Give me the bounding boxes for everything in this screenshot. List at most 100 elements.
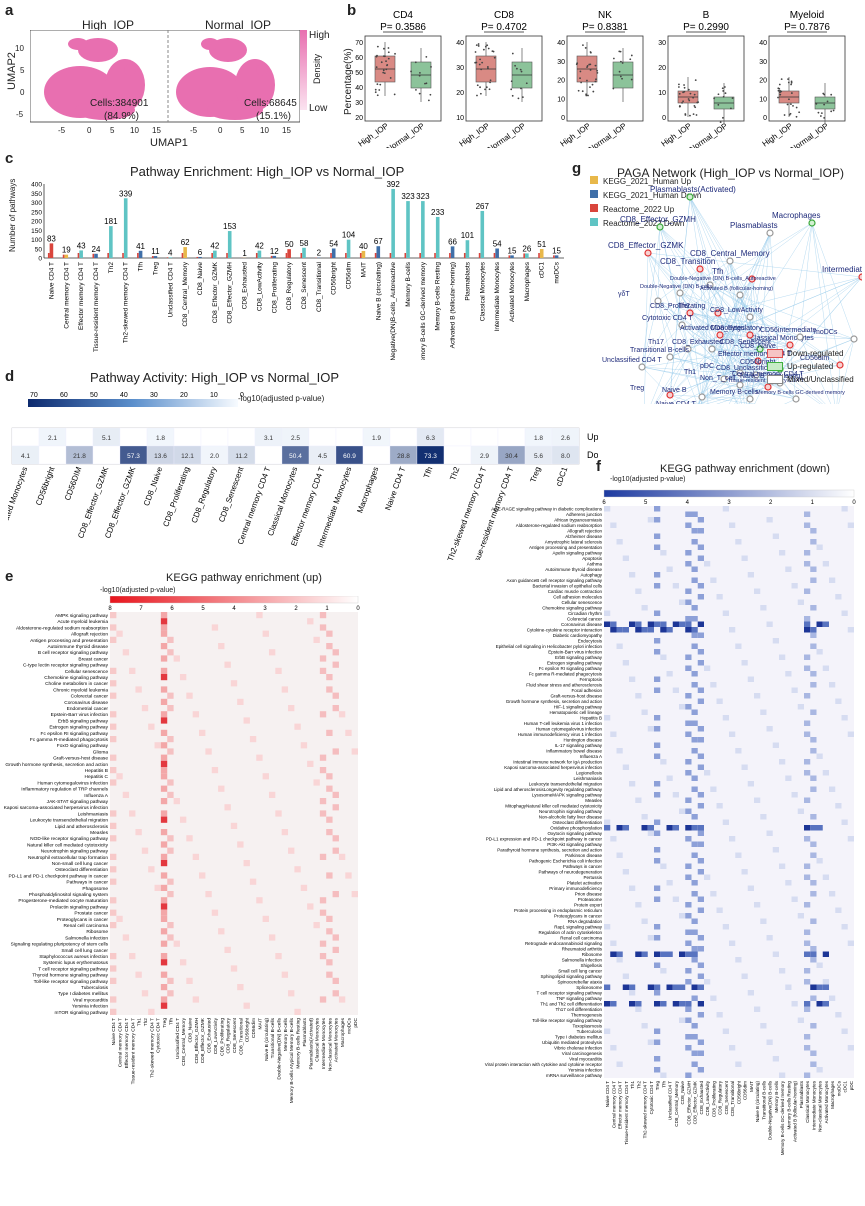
- kegg-down-cell: [697, 687, 704, 693]
- kegg-up-cell: [237, 984, 244, 991]
- kegg-down-cell: [841, 1028, 848, 1034]
- kegg-down-cell: [654, 544, 661, 550]
- kegg-down-row-label: Hepatitis B: [580, 716, 602, 721]
- kegg-down-cell: [616, 1061, 623, 1067]
- kegg-up-cell: [167, 878, 174, 885]
- kegg-down-cell: [629, 621, 636, 627]
- kegg-down-cell: [810, 682, 817, 688]
- kegg-down-cell: [622, 627, 629, 633]
- kegg-down-cell: [654, 506, 661, 512]
- kegg-down-row-label: Focal adhesion: [571, 688, 602, 693]
- kegg-up-cell: [205, 891, 212, 898]
- bar-ytick: 50: [35, 246, 43, 253]
- kegg-up-cell: [160, 953, 168, 960]
- paga-svg: Plasmablasts(Activated)CD8_Effector_GZMH…: [602, 185, 862, 404]
- kegg-up-cell: [288, 990, 295, 997]
- kegg-up-cell: [192, 996, 200, 1003]
- kegg-up-column-label: CD56dim: [251, 1018, 257, 1038]
- kegg-down-cell: [604, 1028, 611, 1034]
- kegg-down-cell: [810, 627, 817, 633]
- kegg-down-row-label: HIF-1 signaling pathway: [554, 705, 603, 710]
- bar: [49, 243, 54, 258]
- paga-edge: [669, 348, 713, 396]
- kegg-up-cell: [167, 934, 174, 941]
- paga-node-dot: [666, 391, 674, 399]
- kegg-down-cell: [810, 880, 817, 886]
- kegg-up-cell: [256, 897, 263, 904]
- kegg-down-cell: [697, 803, 704, 809]
- kegg-down-cell: [810, 643, 817, 649]
- bar-category-label: Central memory CD4 T: [63, 262, 70, 329]
- kegg-down-row-label: Asthma: [587, 562, 603, 567]
- data-point: [383, 55, 386, 58]
- kegg-down-cell: [804, 550, 811, 556]
- data-point: [485, 86, 488, 89]
- paga-edge: [654, 348, 689, 404]
- data-point: [582, 44, 584, 47]
- boxplot-ytick: 20: [759, 78, 767, 85]
- kegg-down-cell: [822, 770, 829, 776]
- boxplot-title: B: [703, 10, 710, 21]
- kegg-down-cell: [835, 803, 842, 809]
- paga-edge: [779, 368, 823, 404]
- kegg-down-cell: [654, 792, 661, 798]
- heatmap-column-label: Treg: [528, 466, 542, 484]
- legend-item: Reactome_2022 Down: [590, 217, 701, 231]
- paga-node-dot: [678, 321, 686, 329]
- boxplot-group-label: High_IOP: [357, 121, 391, 148]
- kegg-up-cell: [326, 959, 333, 966]
- kegg-up-cell: [319, 897, 327, 904]
- kegg-down-cell: [791, 896, 798, 902]
- kegg-up-row-label: Leukocyte transendothelial migration: [30, 818, 108, 824]
- kegg-up-cell: [167, 705, 174, 712]
- kegg-down-cell: [716, 698, 723, 704]
- kegg-up-cell: [332, 977, 339, 984]
- kegg-up-cell: [160, 754, 168, 761]
- kegg-down-row-label: IL-17 signaling pathway: [555, 743, 603, 748]
- kegg-up-cell: [300, 742, 308, 749]
- paga-edge: [749, 316, 759, 362]
- kegg-up-cell: [167, 791, 174, 798]
- boxplot-pvalue: P= 0.7876: [784, 22, 830, 33]
- kegg-down-cell: [735, 539, 742, 545]
- data-point: [393, 93, 396, 96]
- kegg-up-row-label: Fc epsilon RI signaling pathway: [41, 731, 109, 737]
- data-point: [520, 70, 523, 73]
- data-point: [677, 86, 680, 88]
- kegg-down-column-label: Cytotoxic CD4 T: [649, 1081, 654, 1115]
- kegg-up-cell: [116, 915, 123, 922]
- kegg-up-cell: [332, 835, 339, 842]
- kegg-up-cell: [135, 829, 142, 836]
- bar-data-label: 267: [476, 202, 490, 211]
- kegg-up-row-label: Phosphatidylinositol signaling system: [29, 892, 108, 898]
- kegg-up-cell: [179, 959, 187, 966]
- kegg-up-cell: [154, 884, 161, 891]
- kegg-up-cell: [110, 680, 117, 687]
- kegg-down-cell: [660, 621, 667, 627]
- kegg-up-cell: [224, 946, 231, 953]
- mixed-swatch: [767, 375, 783, 385]
- kegg-down-cell: [804, 797, 811, 803]
- data-point: [589, 51, 592, 54]
- kegg-up-title: KEGG pathway enrichment (up): [166, 572, 322, 584]
- bar-data-label: 58: [300, 239, 309, 248]
- kegg-down-cell: [685, 874, 692, 880]
- kegg-down-cell: [704, 979, 711, 985]
- data-point: [520, 87, 522, 90]
- kegg-down-cell: [697, 632, 704, 638]
- bar-small: [508, 255, 511, 258]
- kegg-down-cell: [797, 808, 804, 814]
- bar-category-label: CD8_Regulatory: [286, 261, 293, 310]
- bar-small: [478, 253, 481, 258]
- kegg-down-row-label: Autoimmune thyroid disease: [545, 567, 602, 572]
- data-point: [830, 110, 833, 113]
- kegg-down-cell: [722, 506, 729, 512]
- bar: [198, 256, 202, 258]
- kegg-up-colorbar-tick: 7: [139, 606, 143, 612]
- heatmap-cell: [38, 445, 67, 465]
- kegg-up-row-label: Colorectal cancer: [71, 694, 109, 700]
- paga-node-label: Unclassified CD4 T: [602, 357, 663, 364]
- kegg-down-cell: [691, 1061, 698, 1067]
- heatmap-cell: [308, 427, 337, 447]
- paga-node-dot: [666, 353, 674, 361]
